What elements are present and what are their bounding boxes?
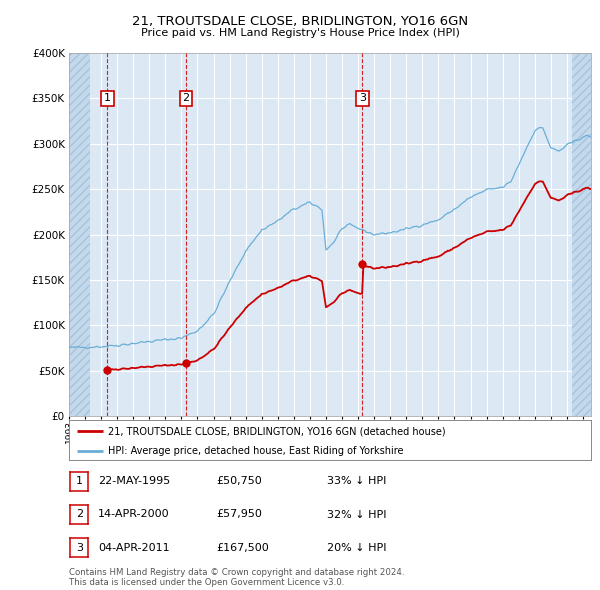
Text: £50,750: £50,750 xyxy=(216,477,262,486)
Text: 20% ↓ HPI: 20% ↓ HPI xyxy=(327,543,386,552)
Text: 1: 1 xyxy=(104,93,111,103)
Bar xyxy=(572,53,591,416)
Text: £167,500: £167,500 xyxy=(216,543,269,552)
Text: £57,950: £57,950 xyxy=(216,510,262,519)
Text: 22-MAY-1995: 22-MAY-1995 xyxy=(98,477,170,486)
Text: 21, TROUTSDALE CLOSE, BRIDLINGTON, YO16 6GN: 21, TROUTSDALE CLOSE, BRIDLINGTON, YO16 … xyxy=(132,15,468,28)
Text: 21, TROUTSDALE CLOSE, BRIDLINGTON, YO16 6GN (detached house): 21, TROUTSDALE CLOSE, BRIDLINGTON, YO16 … xyxy=(108,427,446,437)
Text: 33% ↓ HPI: 33% ↓ HPI xyxy=(327,477,386,486)
Text: Price paid vs. HM Land Registry's House Price Index (HPI): Price paid vs. HM Land Registry's House … xyxy=(140,28,460,38)
Text: 2: 2 xyxy=(76,510,83,519)
Text: 32% ↓ HPI: 32% ↓ HPI xyxy=(327,510,386,519)
Text: Contains HM Land Registry data © Crown copyright and database right 2024.
This d: Contains HM Land Registry data © Crown c… xyxy=(69,568,404,587)
Text: 04-APR-2011: 04-APR-2011 xyxy=(98,543,169,552)
Text: HPI: Average price, detached house, East Riding of Yorkshire: HPI: Average price, detached house, East… xyxy=(108,447,404,457)
Text: 14-APR-2000: 14-APR-2000 xyxy=(98,510,169,519)
Bar xyxy=(69,53,90,416)
Text: 2: 2 xyxy=(182,93,190,103)
Text: 3: 3 xyxy=(359,93,366,103)
Text: 3: 3 xyxy=(76,543,83,552)
Text: 1: 1 xyxy=(76,477,83,486)
